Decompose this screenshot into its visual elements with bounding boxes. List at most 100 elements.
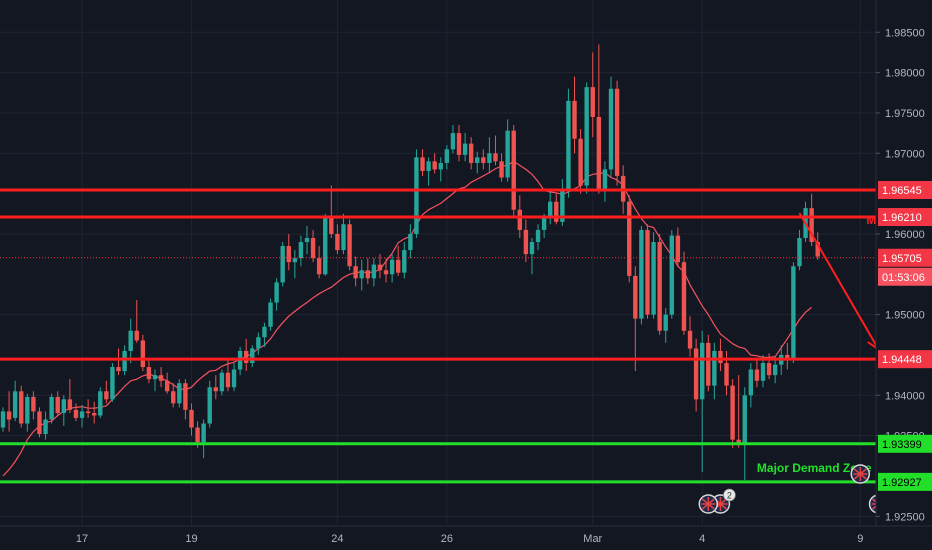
price-tick-label: 1.98000 <box>885 68 925 80</box>
candle-body <box>377 264 383 271</box>
time-axis-ticks: 17192426Mar491116 <box>76 533 863 545</box>
candle-body <box>304 237 310 243</box>
candle-body <box>456 133 462 155</box>
price-level-labels: 1.96545 1.96210 1.95705 01:53:06 1.94448 1.93… <box>878 180 932 491</box>
candle <box>468 137 474 170</box>
price-tick-label: 1.94000 <box>885 390 925 402</box>
candle-body <box>517 209 522 230</box>
time-tick-label: 19 <box>185 533 197 545</box>
price-label-tag <box>878 350 932 369</box>
candle-body <box>693 348 699 400</box>
candle <box>201 419 206 459</box>
candle <box>462 133 468 162</box>
candle-body <box>256 337 261 349</box>
candle-body <box>414 157 419 234</box>
candle-body <box>73 409 79 418</box>
candle <box>499 153 504 182</box>
candle-body <box>268 302 273 327</box>
candle <box>164 372 170 394</box>
candle <box>152 369 158 392</box>
candle-body <box>177 383 182 404</box>
candle <box>335 224 340 255</box>
candle <box>304 225 310 255</box>
candle-body <box>31 396 36 412</box>
candle-body <box>219 372 225 392</box>
candle <box>73 403 79 422</box>
candle-body <box>541 217 547 230</box>
candle-body <box>760 363 766 381</box>
price-label-text: 1.94448 <box>882 354 922 366</box>
candle <box>128 318 133 364</box>
candle-body <box>493 153 498 162</box>
candle <box>608 76 614 178</box>
candle <box>444 145 450 170</box>
candle <box>712 342 717 400</box>
candle <box>116 348 121 376</box>
candle <box>347 219 352 271</box>
candle <box>639 225 644 325</box>
candle-body <box>669 235 674 315</box>
candle-body <box>554 201 559 222</box>
candle-body <box>262 326 267 338</box>
chart-grid <box>0 0 876 526</box>
candle-body <box>706 342 711 386</box>
time-tick-label: 9 <box>857 533 863 545</box>
candle <box>791 262 796 364</box>
candle-body <box>468 143 474 163</box>
candle <box>19 385 24 428</box>
candle <box>244 338 249 372</box>
candle <box>389 254 395 283</box>
price-label-text: 1.96210 <box>882 212 922 224</box>
candle-body <box>602 169 608 190</box>
candle <box>475 151 480 174</box>
candle <box>736 375 741 448</box>
candle-body <box>396 259 401 273</box>
candle-body <box>158 375 164 381</box>
candle <box>426 157 431 186</box>
candle-body <box>408 233 413 251</box>
candle <box>420 149 425 176</box>
candle <box>578 129 583 194</box>
candle <box>657 233 662 335</box>
price-label-tag <box>878 248 932 267</box>
candle <box>140 334 146 372</box>
candle-body <box>134 330 139 341</box>
candle-body <box>389 259 395 275</box>
moving-average-line <box>2 160 812 477</box>
candle <box>104 380 109 404</box>
candle-body <box>590 87 595 117</box>
candle <box>262 322 267 347</box>
candle <box>590 52 595 138</box>
candle <box>377 254 383 279</box>
time-tick-label: 24 <box>331 533 343 545</box>
candle <box>614 80 620 186</box>
candle <box>268 298 273 331</box>
candle <box>85 399 91 418</box>
candle-body <box>596 116 602 190</box>
price-label-text: 1.93399 <box>882 439 922 451</box>
countdown-tag <box>878 267 932 286</box>
candle <box>207 380 212 428</box>
candle-body <box>548 201 553 218</box>
candle-body <box>316 258 322 275</box>
candle-body <box>450 133 456 150</box>
candle-body <box>310 237 316 259</box>
candle-body <box>754 369 760 381</box>
zone-annotation-label: Major Demand Zone <box>757 461 872 475</box>
candle-body <box>274 282 279 303</box>
flag-cross <box>853 467 868 481</box>
candle-body <box>371 264 377 279</box>
candle-body <box>12 391 18 418</box>
price-label-text: 1.95705 <box>882 253 922 265</box>
candle-body <box>432 161 437 170</box>
time-axis-panel[interactable] <box>0 526 932 550</box>
candle-body <box>85 411 91 414</box>
event-marker[interactable] <box>850 464 871 484</box>
candle <box>572 76 577 154</box>
candle-body <box>475 157 480 163</box>
candle-body <box>487 153 492 163</box>
candle <box>456 125 462 162</box>
event-marker[interactable] <box>698 494 719 514</box>
